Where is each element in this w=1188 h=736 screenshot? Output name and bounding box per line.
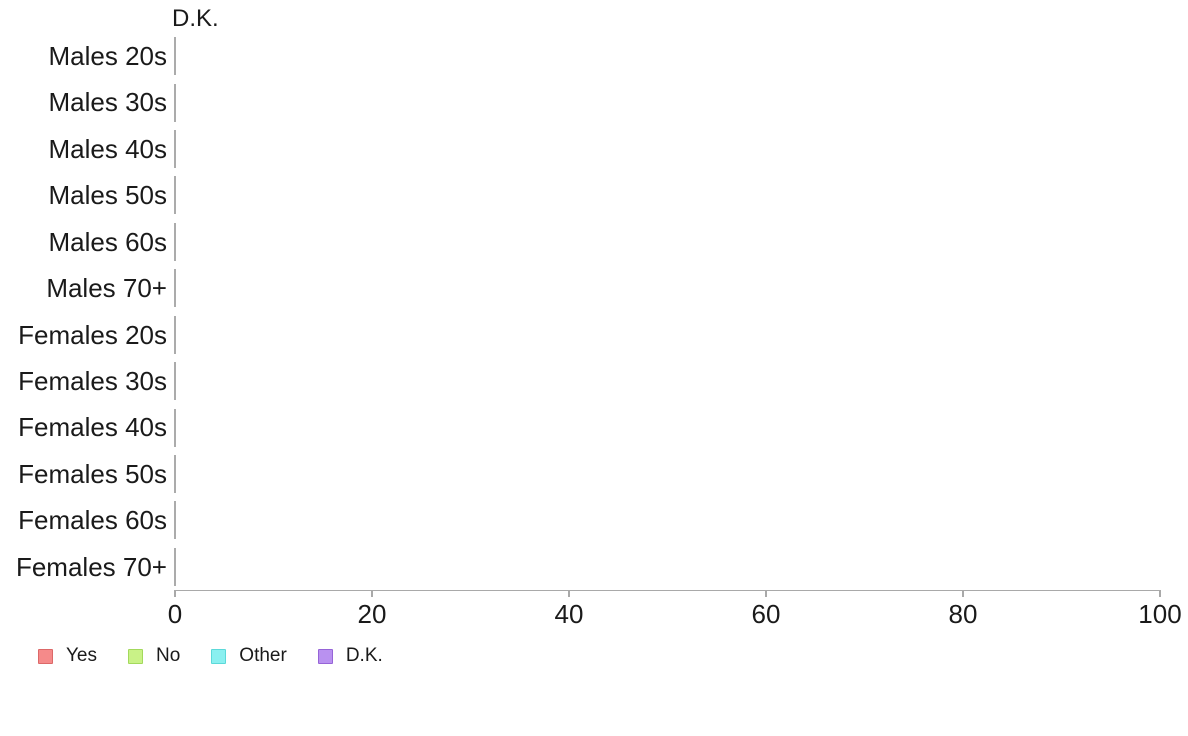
zero-length-bar-outline	[174, 176, 176, 215]
legend-swatch-icon	[211, 648, 227, 664]
y-axis-category-label: Females 20s	[18, 319, 167, 350]
x-axis-tick-label: 100	[1138, 599, 1182, 629]
x-axis-tick-mark	[174, 590, 176, 597]
zero-length-bar-outline	[174, 547, 176, 586]
x-axis-tick-label: 80	[948, 599, 978, 629]
x-axis-tick-mark	[371, 590, 373, 597]
legend-label: Other	[239, 645, 287, 666]
y-axis-category-label: Males 50s	[48, 180, 168, 211]
x-axis-tick-label: 0	[167, 599, 183, 629]
x-axis-tick-label: 40	[554, 599, 584, 629]
x-axis-tick-mark	[568, 590, 570, 597]
x-axis-tick-mark	[962, 590, 964, 597]
legend-swatch-icon	[128, 648, 143, 664]
x-axis-tick-label: 20	[357, 599, 387, 629]
zero-length-bar-outline	[174, 222, 176, 261]
x-axis-tick-label: 60	[751, 599, 781, 629]
zero-length-bar-outline	[174, 454, 176, 493]
y-axis-category-label: Males 60s	[48, 226, 168, 257]
legend-label: Yes	[66, 645, 97, 666]
zero-length-bar-outline	[174, 130, 176, 169]
legend-swatch-icon	[317, 648, 333, 664]
zero-length-bar-outline	[174, 408, 176, 447]
x-axis-line	[175, 590, 1161, 592]
legend: Yes No Other D.K.	[38, 645, 383, 667]
legend-label: D.K.	[345, 645, 383, 666]
y-axis-category-label: Males 30s	[48, 87, 168, 118]
legend-label: No	[156, 645, 181, 666]
y-axis-category-label: Males 40s	[48, 133, 168, 164]
y-axis-category-label: Females 50s	[18, 458, 167, 489]
zero-length-bar-outline	[174, 83, 176, 122]
y-axis-category-label: Females 60s	[18, 505, 167, 536]
legend-swatch-icon	[38, 648, 53, 664]
y-axis-category-label: Females 70+	[15, 551, 167, 582]
y-axis-category-label: Females 40s	[18, 412, 167, 443]
zero-length-bar-outline	[174, 269, 176, 308]
x-axis-tick-mark	[1159, 590, 1161, 597]
x-axis-tick-mark	[765, 590, 767, 597]
legend-item-no: No	[128, 645, 180, 667]
legend-item-dk: D.K.	[317, 645, 383, 667]
y-axis-category-label: Males 70+	[46, 273, 167, 304]
y-axis-category-label: Males 20s	[48, 41, 168, 71]
zero-length-bar-outline	[174, 315, 176, 354]
legend-item-other: Other	[211, 645, 287, 667]
zero-length-bar-outline	[174, 362, 176, 401]
y-axis-category-label: Females 30s	[18, 365, 167, 396]
zero-length-bar-outline	[174, 501, 176, 540]
zero-length-bar-outline	[174, 37, 176, 76]
legend-item-yes: Yes	[38, 645, 97, 667]
chart-annotation-dk: D.K.	[172, 5, 219, 32]
